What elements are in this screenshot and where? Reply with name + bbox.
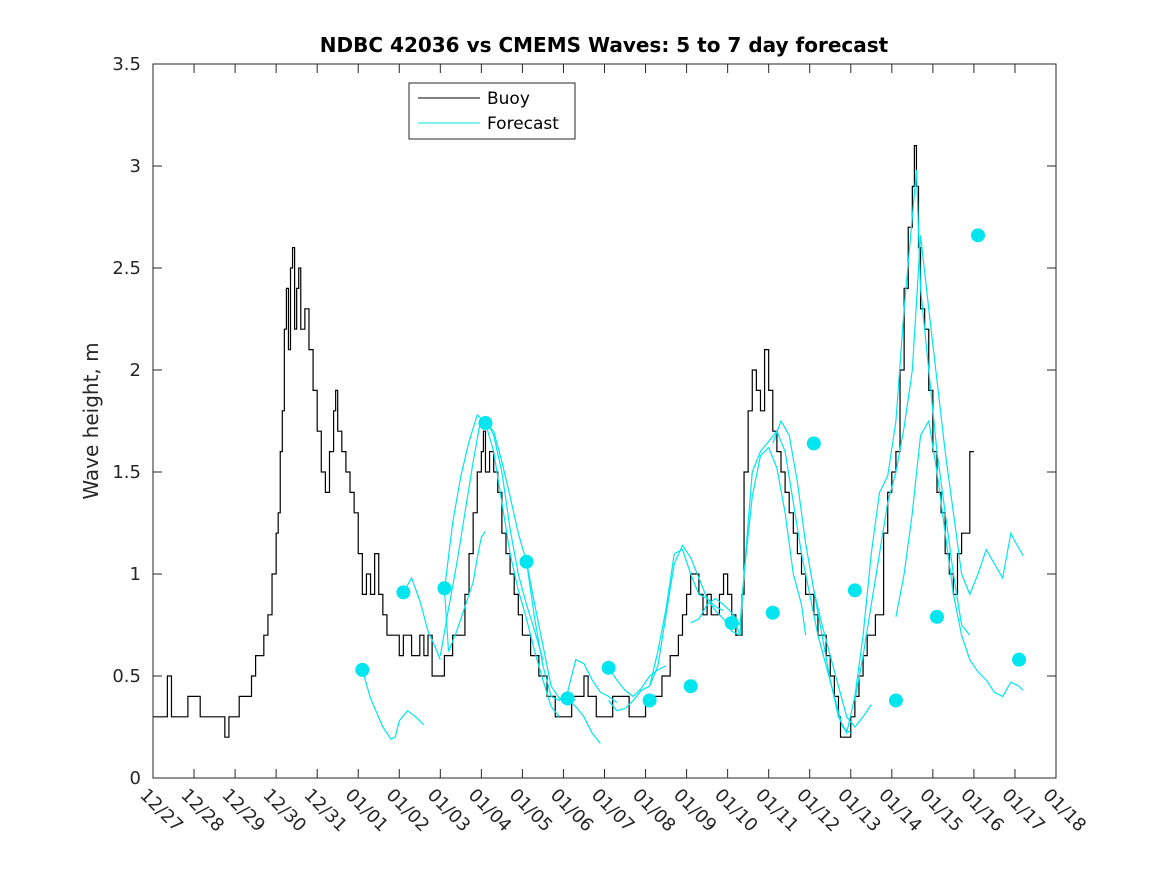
forecast-marker [1012, 652, 1027, 667]
forecast-marker [683, 679, 698, 694]
series-forecast-line [649, 544, 741, 687]
series-forecast-line [361, 669, 425, 741]
forecast-marker [847, 583, 862, 598]
series-forecast-line [608, 548, 724, 712]
forecast-marker [519, 554, 534, 569]
series-forecast-line [443, 530, 486, 652]
forecast-marker [437, 581, 452, 596]
series-forecast-line [567, 698, 601, 744]
y-tick-label: 3.5 [112, 54, 141, 75]
y-tick-label: 2.5 [112, 258, 141, 279]
forecast-marker [929, 609, 944, 624]
legend-forecast-label: Forecast [487, 114, 559, 134]
legend-box [408, 82, 576, 140]
forecast-marker [806, 436, 821, 451]
forecast-marker [355, 662, 370, 677]
y-tick-label: 0 [130, 768, 141, 789]
forecast-marker [765, 605, 780, 620]
series-forecast-line [813, 170, 971, 735]
y-tick-label: 1.5 [112, 462, 141, 483]
forecast-marker [396, 585, 411, 600]
y-axis-label: Wave height, m [79, 342, 103, 499]
series-forecast-line [608, 665, 667, 698]
legend-buoy-label: Buoy [487, 89, 530, 109]
y-tick-label: 3 [130, 156, 141, 177]
series-forecast-line [525, 561, 618, 704]
plot-frame [152, 63, 1057, 779]
y-tick-label: 1 [130, 564, 141, 585]
y-tick-labels: 0 0.5 1 1.5 2 2.5 3 3.5 [112, 54, 141, 789]
forecast-marker [560, 691, 575, 706]
forecast-marker [642, 693, 657, 708]
series-forecast-line [690, 446, 807, 636]
series-forecast-line [443, 413, 560, 718]
series-forecast-line [402, 576, 441, 660]
series-forecast-line [772, 419, 872, 728]
forecast-marker [601, 660, 616, 675]
forecast-marker [971, 228, 986, 243]
legend: Buoy Forecast [408, 82, 576, 140]
series-forecast-line [854, 235, 1024, 701]
marker-layer [355, 228, 1027, 708]
series-buoy-line [153, 145, 974, 738]
forecast-marker [888, 693, 903, 708]
forecast-marker [478, 416, 493, 431]
y-tick-label: 2 [130, 360, 141, 381]
chart-title: NDBC 42036 vs CMEMS Waves: 5 to 7 day fo… [320, 33, 889, 57]
y-tick-label: 0.5 [112, 666, 141, 687]
forecast-marker [724, 615, 739, 630]
series-forecast-line [895, 419, 1024, 698]
